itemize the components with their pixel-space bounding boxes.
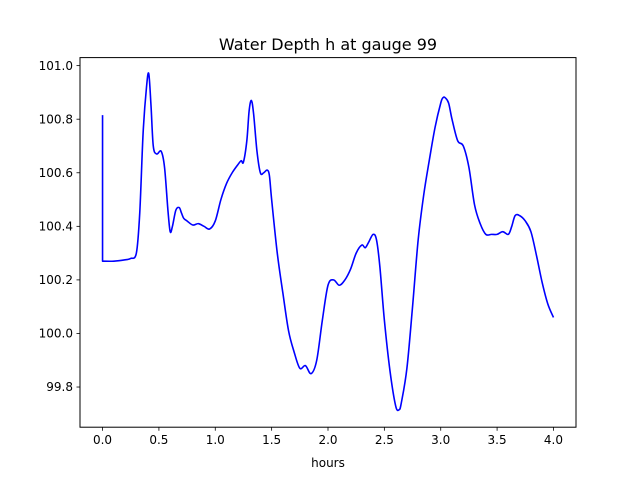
x-axis-ticks: 0.0 0.5 1.0 1.5 2.0 2.5 3.0 3.5 4.0	[93, 427, 563, 447]
x-tick-label: 0.5	[149, 433, 168, 447]
y-tick-label: 100.4	[39, 220, 73, 234]
y-tick-label: 100.8	[39, 112, 73, 126]
chart-title: Water Depth h at gauge 99	[219, 35, 437, 54]
y-tick-label: 99.8	[46, 380, 73, 394]
x-tick-label: 3.5	[488, 433, 507, 447]
x-tick-label: 2.0	[318, 433, 337, 447]
series-line	[101, 72, 555, 412]
x-axis-label: hours	[311, 456, 345, 470]
x-tick-label: 1.5	[262, 433, 281, 447]
y-tick-label: 100.0	[39, 327, 73, 341]
x-tick-label: 4.0	[544, 433, 563, 447]
plot-area-frame	[79, 57, 577, 428]
y-tick-label: 101.0	[39, 59, 73, 73]
x-tick-label: 1.0	[206, 433, 225, 447]
y-axis-ticks: 99.8 100.0 100.2 100.4 100.6 100.8 101.0	[39, 59, 80, 394]
series-group	[101, 72, 555, 412]
y-tick-label: 100.6	[39, 166, 73, 180]
x-tick-label: 0.0	[93, 433, 112, 447]
y-tick-label: 100.2	[39, 273, 73, 287]
x-tick-label: 2.5	[375, 433, 394, 447]
x-tick-label: 3.0	[431, 433, 450, 447]
